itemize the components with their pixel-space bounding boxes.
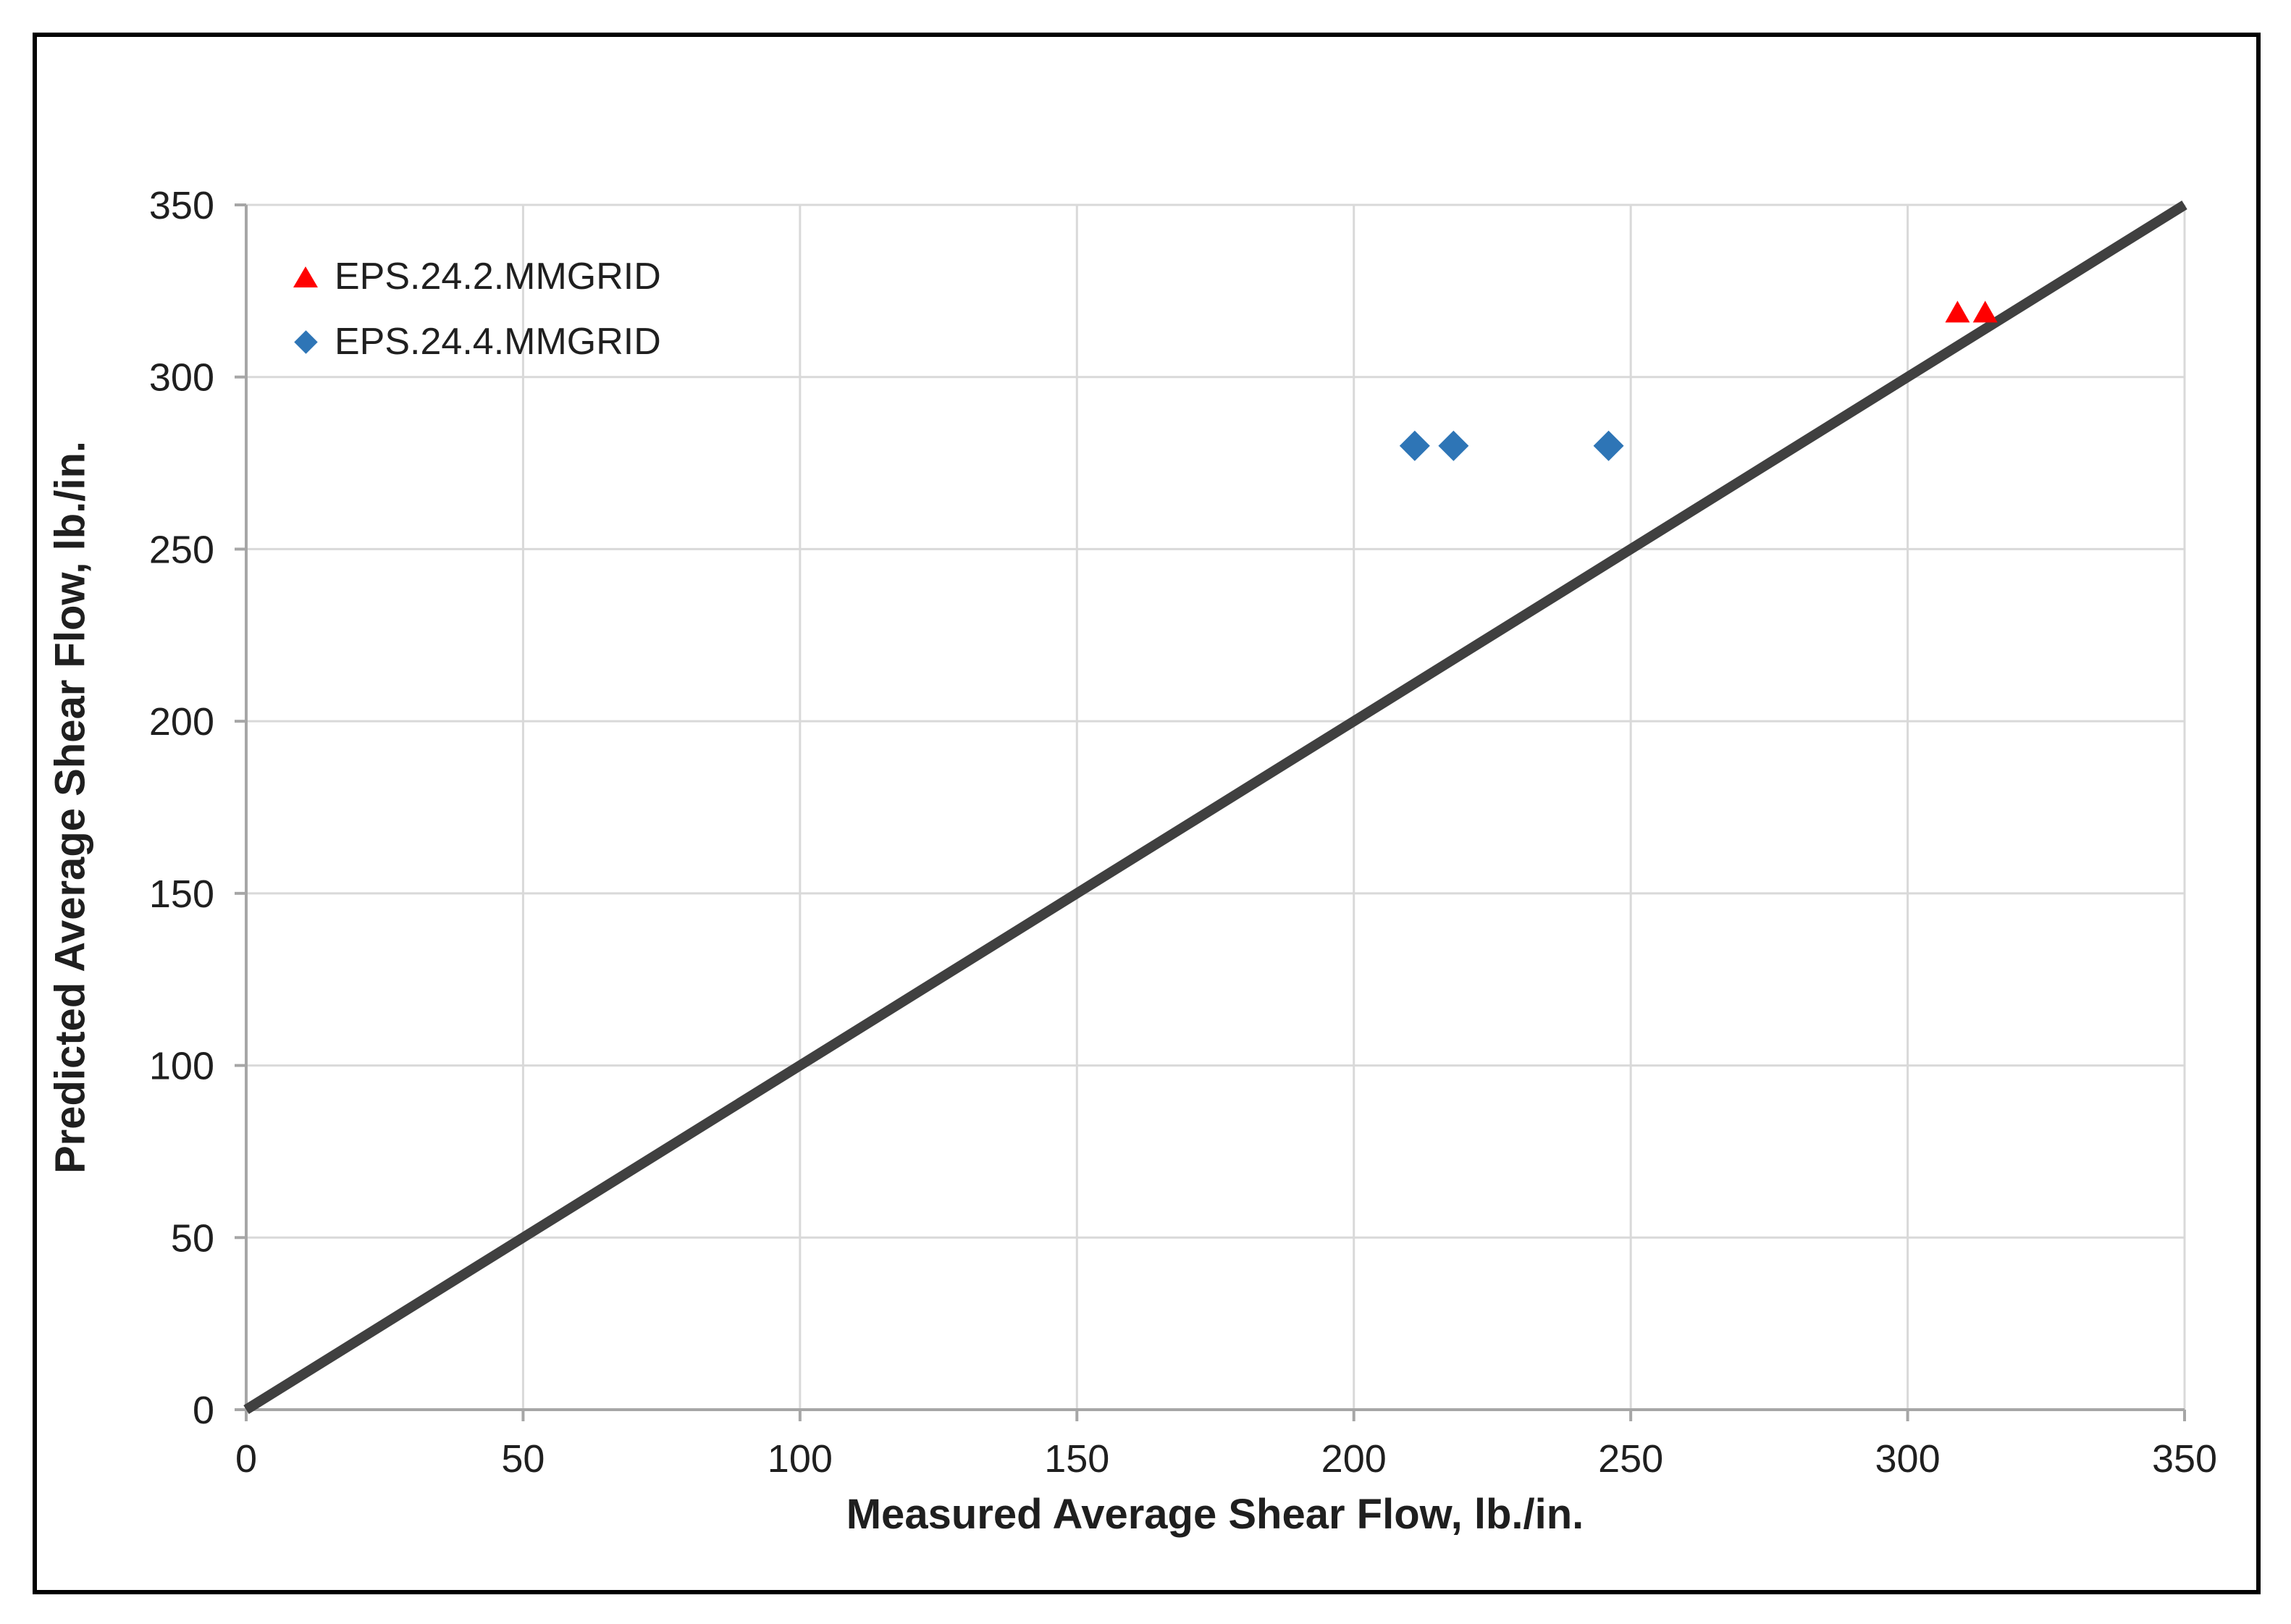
legend-label: EPS.24.2.MMGRID [335,256,661,298]
chart-border [33,33,2261,1594]
triangle-marker-icon [293,266,318,287]
marker-box [290,329,321,354]
legend-item-eps-24-2-mmgrid: EPS.24.2.MMGRID [290,255,661,298]
y-tick-label: 50 [171,1216,214,1260]
legend-label: EPS.24.4.MMGRID [335,321,661,363]
y-axis-title: Predicted Average Shear Flow, lb./in. [46,440,94,1174]
data-point-marker-series-0 [1972,300,1998,323]
legend: EPS.24.2.MMGRID EPS.24.4.MMGRID [290,255,661,363]
data-point-marker-series-1 [1399,430,1430,461]
diamond-marker-icon [293,329,318,354]
legend-item-eps-24-4-mmgrid: EPS.24.4.MMGRID [290,320,661,363]
x-tick-label: 200 [1321,1437,1387,1481]
x-tick-label: 50 [501,1437,545,1481]
data-point-marker-series-1 [1593,430,1624,461]
x-tick-label: 300 [1875,1437,1941,1481]
y-tick-label: 350 [149,184,214,227]
marker-box [290,266,321,287]
x-tick-label: 250 [1598,1437,1663,1481]
data-point-marker-series-0 [1945,300,1970,323]
y-tick-label: 0 [193,1389,214,1432]
y-tick-label: 150 [149,872,214,916]
x-tick-label: 0 [235,1437,257,1481]
x-tick-label: 150 [1044,1437,1109,1481]
x-axis-title: Measured Average Shear Flow, lb./in. [846,1491,1584,1538]
x-tick-label: 350 [2152,1437,2217,1481]
identity-line [243,201,2187,1414]
y-tick-label: 300 [149,356,214,400]
y-tick-label: 250 [149,528,214,571]
x-tick-label: 100 [768,1437,833,1481]
data-point-marker-series-1 [1438,430,1469,461]
y-tick-label: 100 [149,1045,214,1088]
y-tick-label: 200 [149,700,214,744]
